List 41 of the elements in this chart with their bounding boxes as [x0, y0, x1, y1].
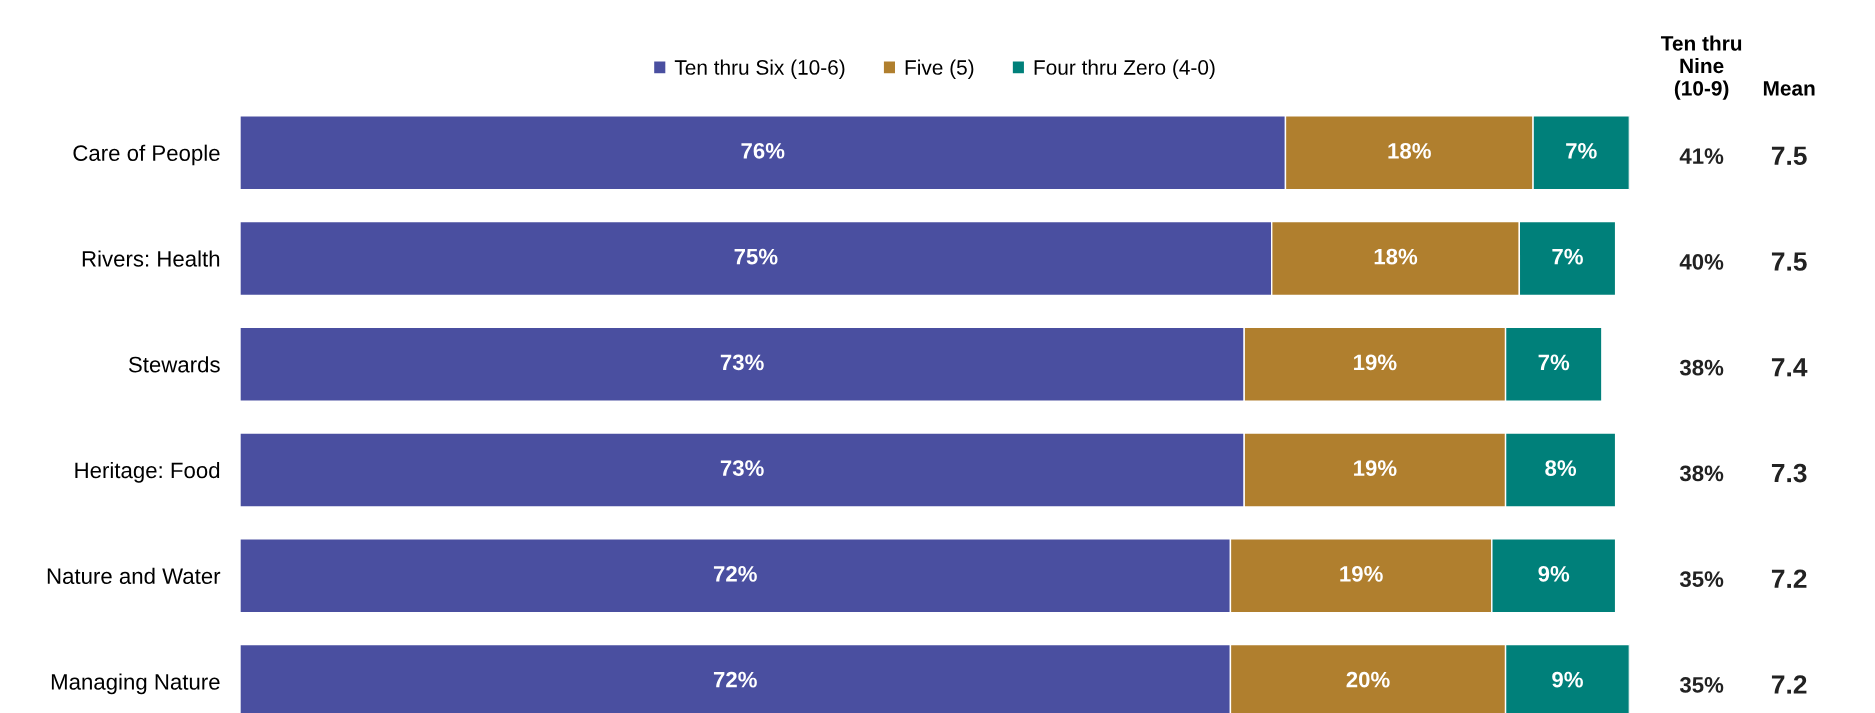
legend-label: Ten thru Six (10-6)	[674, 59, 845, 79]
y-tick-label: Rivers: Health	[82, 250, 220, 267]
text: 7.3	[1771, 463, 1807, 483]
data-label: 73%	[720, 460, 764, 476]
text: Mean	[1763, 81, 1815, 96]
data-label: 72%	[713, 565, 757, 582]
legend-label: Four thru Zero (4-0)	[1034, 59, 1215, 79]
data-label: 7%	[1566, 142, 1597, 159]
legend-label: Five (5)	[905, 59, 974, 79]
data-label: 9%	[1538, 565, 1570, 582]
data-label: 8%	[1545, 460, 1577, 476]
data-label: 76%	[741, 142, 785, 159]
text: 7.4	[1771, 358, 1808, 377]
data-label: 73%	[720, 354, 764, 371]
y-tick-label: Care of People	[73, 144, 220, 166]
data-label: 18%	[1388, 142, 1431, 159]
text: 7.2	[1771, 675, 1807, 694]
y-tick-label: Nature and Water	[47, 567, 221, 585]
data-label: 72%	[713, 671, 757, 688]
text: 38%	[1679, 359, 1724, 376]
text: 40%	[1679, 253, 1724, 270]
text: Ten thru Nine (10-9)	[1660, 35, 1742, 100]
text: 41%	[1679, 148, 1724, 164]
data-label: 20%	[1346, 671, 1390, 688]
text: 38%	[1679, 465, 1724, 482]
data-label: 19%	[1354, 354, 1397, 371]
y-tick-label: Stewards	[128, 356, 220, 373]
text: 7.2	[1771, 569, 1807, 588]
data-label: 19%	[1340, 565, 1383, 582]
text: 7.5	[1771, 252, 1807, 271]
data-label: 7%	[1538, 354, 1570, 371]
y-tick-label: Heritage: Food	[75, 461, 220, 483]
data-label: 75%	[734, 248, 778, 265]
text: 35%	[1679, 677, 1724, 693]
data-label: 7%	[1552, 248, 1583, 265]
y-tick-label: Managing Nature	[51, 673, 220, 695]
text: 35%	[1679, 571, 1724, 588]
data-label: 9%	[1552, 671, 1583, 688]
data-label: 18%	[1374, 248, 1418, 265]
text: 7.5	[1771, 146, 1807, 166]
data-label: 19%	[1354, 460, 1397, 476]
